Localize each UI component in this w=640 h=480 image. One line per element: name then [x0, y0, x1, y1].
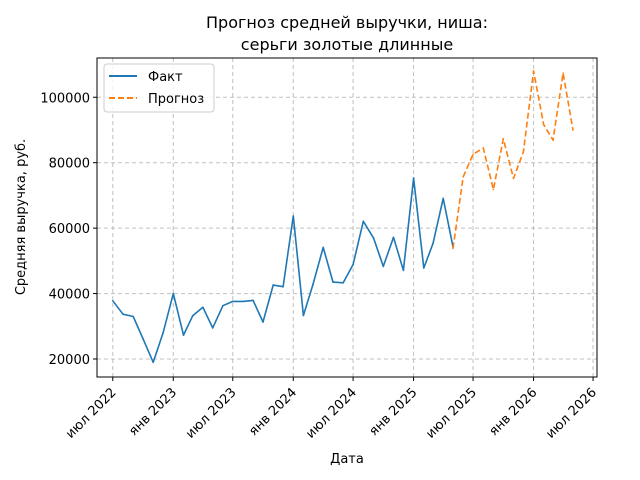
data-point [442, 197, 445, 200]
data-point [272, 284, 275, 286]
chart-title-line-1: Прогноз средней выручки, ниша: [206, 13, 488, 32]
series-layer [112, 70, 574, 364]
y-tick-label: 20000 [49, 353, 90, 368]
data-point [342, 282, 345, 284]
data-point [172, 292, 175, 295]
data-point [472, 153, 474, 155]
x-tick-label: июл 2026 [543, 385, 600, 442]
data-point [412, 177, 415, 179]
data-point [332, 281, 334, 283]
data-point [542, 123, 545, 126]
data-point [382, 265, 385, 268]
data-point [152, 361, 154, 364]
data-point [112, 300, 114, 302]
x-tick-label: янв 2025 [367, 385, 421, 439]
y-tick-label: 80000 [49, 157, 90, 172]
data-point [492, 188, 495, 191]
data-point [122, 313, 124, 316]
x-axis-label: Дата [330, 452, 364, 467]
x-axis: июл 2022 янв 2023 июл 2023 янв 2024 июл 2024… [63, 377, 600, 442]
data-point [232, 300, 234, 303]
y-tick-label: 100000 [40, 91, 90, 106]
data-point [372, 237, 375, 239]
data-point [423, 267, 425, 269]
grid-lines [97, 58, 597, 377]
data-point [191, 315, 194, 317]
x-tick-label: июл 2024 [303, 385, 360, 442]
data-point [242, 300, 244, 303]
data-point [312, 283, 314, 286]
legend-label-forecast: Прогноз [148, 92, 204, 107]
x-tick-label: янв 2026 [486, 385, 540, 439]
data-point [142, 337, 144, 340]
y-axis: 20000 40000 60000 80000 100000 [40, 91, 97, 368]
data-point [452, 247, 454, 250]
data-point [262, 321, 264, 323]
x-tick-label: янв 2024 [246, 385, 300, 439]
x-tick-label: июл 2025 [423, 385, 480, 442]
data-point [132, 315, 134, 318]
data-point [522, 151, 525, 153]
data-point [482, 147, 485, 149]
y-axis-label: Средняя выручка, руб. [14, 139, 29, 295]
plot-frame [96, 57, 598, 378]
data-point [532, 70, 535, 72]
data-point [402, 269, 405, 272]
data-point [392, 236, 395, 239]
data-point [282, 285, 284, 288]
data-point [352, 263, 354, 266]
data-point [202, 306, 204, 309]
data-point [552, 139, 554, 141]
data-point [302, 314, 305, 317]
x-tick-label: июл 2023 [183, 385, 240, 442]
x-tick-label: янв 2023 [126, 385, 180, 439]
data-point [222, 304, 224, 307]
data-point [572, 129, 574, 131]
legend-label-fact: Факт [148, 70, 183, 85]
data-point [512, 177, 515, 180]
legend: Факт Прогноз [103, 63, 215, 113]
data-point [462, 176, 465, 178]
chart-title-line-2: серьги золотые длинные [241, 35, 453, 54]
data-point [292, 215, 295, 217]
data-point [211, 327, 214, 329]
data-point [502, 138, 505, 140]
y-tick-label: 40000 [49, 288, 90, 303]
data-point [562, 72, 564, 74]
data-point [162, 332, 164, 334]
data-point [432, 242, 434, 245]
y-tick-label: 60000 [49, 222, 90, 237]
data-point [362, 220, 365, 223]
x-tick-label: июл 2022 [63, 385, 120, 442]
series-line-fact [112, 177, 454, 364]
data-point [322, 246, 325, 249]
data-point [182, 334, 185, 336]
data-point [252, 299, 254, 302]
